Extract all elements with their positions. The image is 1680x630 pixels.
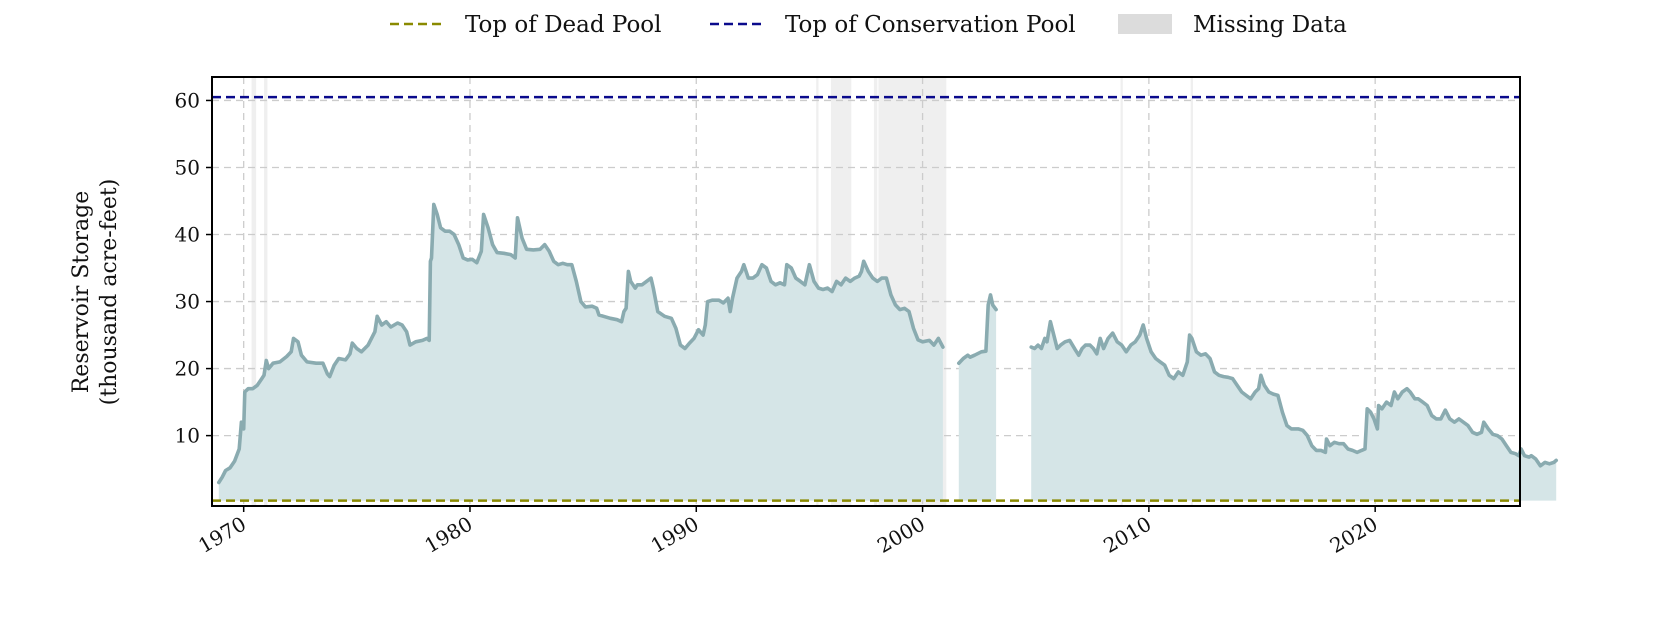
legend-entry-conservation-pool: Top of Conservation Pool	[710, 12, 1076, 38]
y-tick-label-50: 50	[175, 155, 200, 179]
y-axis-label-line-2: (thousand acre-feet)	[97, 179, 122, 406]
x-tick-label-1980: 1980	[420, 512, 476, 558]
legend-label-missing-data: Missing Data	[1193, 12, 1347, 38]
storage-line-segment-1	[957, 293, 998, 365]
x-tick-label-1990: 1990	[647, 512, 703, 558]
y-axis-ticks: 10 20 30 40 50 60	[175, 88, 212, 448]
x-tick-label-2010: 2010	[1099, 512, 1155, 558]
y-tick-label-10: 10	[175, 424, 200, 448]
x-tick-label-2020: 2020	[1326, 512, 1382, 558]
x-axis-ticks: 1970 1980 1990 2000 2010 2020	[194, 506, 1382, 558]
missing-data-span-6	[1120, 77, 1123, 506]
missing-data-span-7	[1190, 77, 1193, 506]
storage-line-segment-0	[217, 202, 945, 485]
legend-entry-missing-data: Missing Data	[1118, 12, 1347, 38]
y-tick-label-20: 20	[175, 357, 200, 381]
y-tick-label-60: 60	[175, 88, 200, 112]
y-tick-label-30: 30	[175, 290, 200, 314]
missing-data-span-1	[264, 77, 268, 506]
storage-area-segment-2	[1031, 321, 1557, 501]
legend-entry-dead-pool: Top of Dead Pool	[390, 12, 662, 38]
legend: Top of Dead Pool Top of Conservation Poo…	[390, 12, 1347, 38]
storage-line	[217, 202, 1558, 485]
plot-frame	[211, 76, 1521, 507]
legend-label-dead-pool: Top of Dead Pool	[465, 12, 662, 38]
x-tick-label-2000: 2000	[873, 512, 929, 558]
storage-area-segment-1	[958, 294, 997, 501]
storage-line-segment-2	[1029, 319, 1558, 468]
x-tick-label-1970: 1970	[194, 512, 250, 558]
y-axis-label-line-1: Reservoir Storage	[69, 191, 94, 394]
missing-data-span-0	[251, 77, 257, 506]
storage-area-segment-0	[218, 204, 943, 501]
reference-lines	[212, 95, 1520, 502]
legend-label-conservation-pool: Top of Conservation Pool	[785, 12, 1076, 38]
y-axis-label: Reservoir Storage (thousand acre-feet)	[69, 179, 122, 406]
y-tick-label-40: 40	[175, 223, 200, 247]
legend-swatch-missing-data	[1118, 14, 1172, 34]
